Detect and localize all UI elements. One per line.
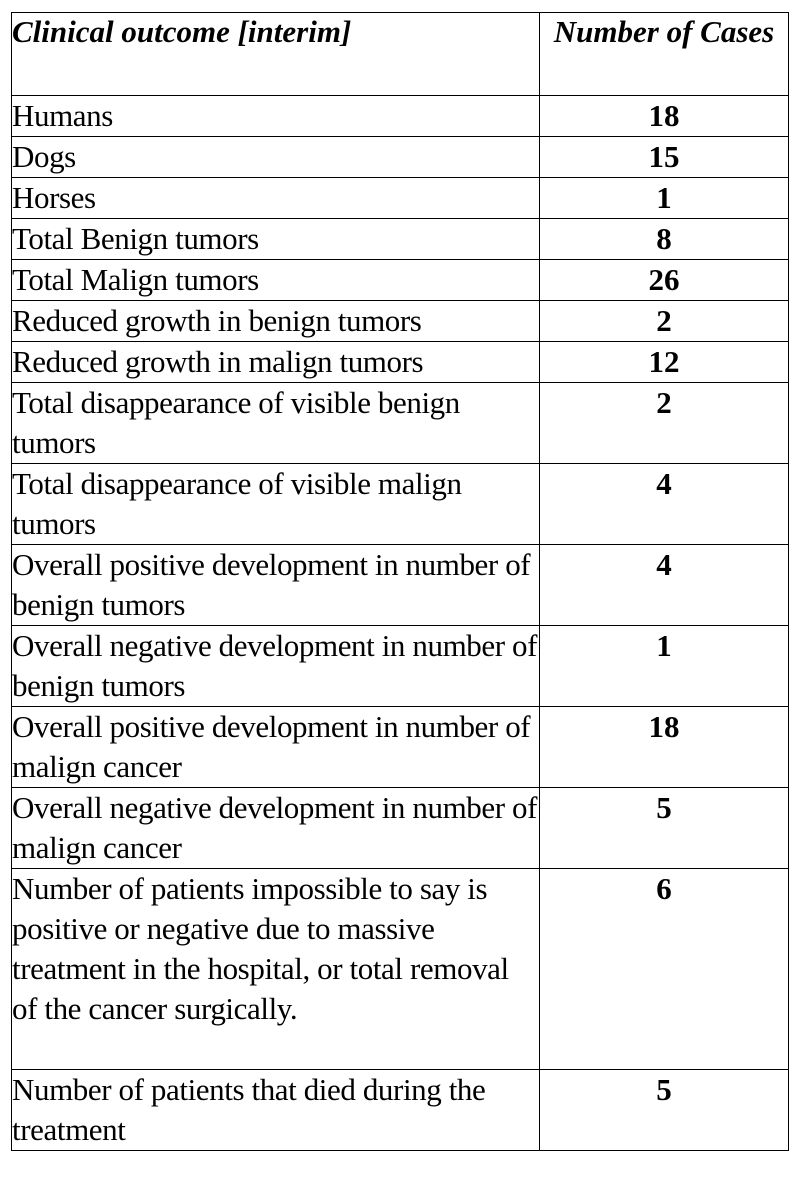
table-row: Total disappearance of visible malign tu… (11, 463, 789, 545)
table-row: Total Benign tumors 8 (11, 218, 789, 260)
table-row: Reduced growth in malign tumors 12 (11, 341, 789, 383)
table-row: Overall negative development in number o… (11, 787, 789, 869)
table-row: Horses 1 (11, 177, 789, 219)
table-row: Reduced growth in benign tumors 2 (11, 300, 789, 342)
cases-cell: 8 (539, 218, 789, 260)
cases-cell: 5 (539, 1069, 789, 1151)
cases-cell: 12 (539, 341, 789, 383)
table-row: Total disappearance of visible benign tu… (11, 382, 789, 464)
outcome-cell: Total disappearance of visible malign tu… (11, 463, 540, 545)
cases-cell: 26 (539, 259, 789, 301)
cases-cell: 2 (539, 382, 789, 464)
cases-cell: 4 (539, 463, 789, 545)
table-row: Overall positive development in number o… (11, 706, 789, 788)
outcome-cell: Dogs (11, 136, 540, 178)
outcome-cell: Overall positive development in number o… (11, 706, 540, 788)
outcome-cell: Total Benign tumors (11, 218, 540, 260)
table-row: Total Malign tumors 26 (11, 259, 789, 301)
outcome-cell: Humans (11, 95, 540, 137)
table-row: Dogs 15 (11, 136, 789, 178)
cases-cell: 18 (539, 706, 789, 788)
cases-cell: 4 (539, 544, 789, 626)
header-number-of-cases: Number of Cases (539, 12, 789, 96)
outcome-cell: Number of patients that died during the … (11, 1069, 540, 1151)
table-row: Overall negative development in number o… (11, 625, 789, 707)
table-header-row: Clinical outcome [interim] Number of Cas… (11, 12, 789, 96)
cases-cell: 5 (539, 787, 789, 869)
outcome-cell: Total disappearance of visible benign tu… (11, 382, 540, 464)
cases-cell: 1 (539, 625, 789, 707)
outcome-cell: Overall negative development in number o… (11, 787, 540, 869)
table-row: Number of patients that died during the … (11, 1069, 789, 1151)
table-row: Humans 18 (11, 95, 789, 137)
cases-cell: 18 (539, 95, 789, 137)
header-clinical-outcome: Clinical outcome [interim] (11, 12, 540, 96)
outcome-cell: Total Malign tumors (11, 259, 540, 301)
cases-cell: 1 (539, 177, 789, 219)
table-row: Overall positive development in number o… (11, 544, 789, 626)
cases-cell: 2 (539, 300, 789, 342)
outcome-cell: Overall positive development in number o… (11, 544, 540, 626)
outcome-cell: Reduced growth in benign tumors (11, 300, 540, 342)
clinical-outcome-table: Clinical outcome [interim] Number of Cas… (11, 12, 789, 1151)
table-row: Number of patients impossible to say is … (11, 868, 789, 1070)
outcome-cell: Number of patients impossible to say is … (11, 868, 540, 1070)
outcome-cell: Horses (11, 177, 540, 219)
cases-cell: 6 (539, 868, 789, 1070)
outcome-cell: Overall negative development in number o… (11, 625, 540, 707)
outcome-cell: Reduced growth in malign tumors (11, 341, 540, 383)
cases-cell: 15 (539, 136, 789, 178)
